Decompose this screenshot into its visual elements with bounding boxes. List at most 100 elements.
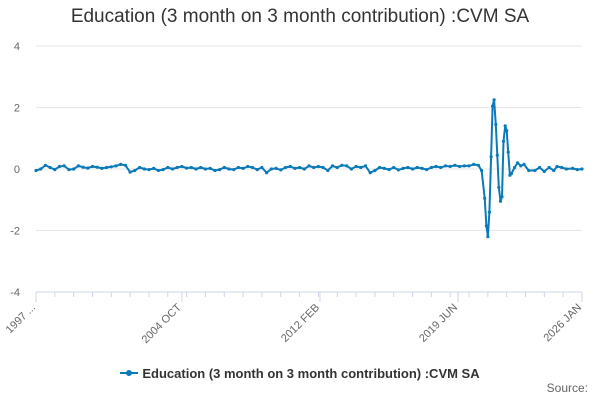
data-point — [307, 164, 311, 168]
data-point — [443, 164, 448, 168]
data-point — [330, 164, 335, 168]
data-point — [396, 168, 400, 172]
data-point — [509, 172, 513, 176]
data-point — [199, 165, 203, 170]
data-point — [105, 165, 109, 170]
data-point — [345, 164, 349, 168]
data-point — [156, 168, 160, 173]
data-point — [321, 165, 325, 170]
data-point — [527, 168, 531, 173]
data-point — [519, 164, 523, 168]
data-point — [298, 165, 302, 170]
data-point — [483, 196, 487, 200]
data-point — [90, 164, 95, 169]
data-point — [406, 165, 410, 170]
data-point — [552, 168, 556, 173]
data-point — [522, 162, 526, 166]
x-tick-label: 2019 JUN — [417, 302, 460, 345]
data-point — [538, 165, 542, 170]
legend[interactable]: Education (3 month on 3 month contributi… — [0, 366, 600, 381]
data-point — [208, 166, 212, 170]
data-point — [453, 163, 457, 167]
data-point — [279, 168, 283, 172]
data-point — [425, 168, 429, 172]
data-point — [467, 164, 471, 168]
data-point — [387, 168, 391, 172]
data-point — [516, 161, 520, 165]
series-line — [35, 98, 583, 238]
data-point — [484, 224, 488, 228]
data-point — [72, 167, 76, 171]
y-tick-label: -4 — [10, 287, 20, 299]
data-point — [462, 164, 466, 168]
data-point — [489, 155, 493, 159]
data-point — [505, 129, 509, 133]
data-point — [494, 122, 498, 126]
data-point — [392, 165, 396, 170]
data-point — [119, 162, 123, 166]
data-point — [218, 168, 222, 172]
data-point — [236, 165, 240, 170]
data-point — [133, 168, 137, 173]
data-point — [312, 165, 316, 170]
x-tick-label: 2012 FEB — [279, 302, 322, 345]
y-tick-label: -2 — [10, 226, 20, 238]
data-point — [109, 165, 113, 169]
data-point — [560, 165, 564, 170]
data-point — [373, 168, 377, 173]
data-point — [368, 171, 372, 175]
data-point — [555, 164, 559, 169]
data-point — [349, 167, 353, 171]
data-point — [43, 163, 48, 167]
data-point — [152, 166, 156, 170]
data-point — [170, 167, 175, 171]
data-point — [189, 165, 193, 170]
data-point — [513, 165, 517, 170]
source-label: Source: — [546, 381, 588, 395]
data-point — [480, 168, 484, 173]
data-point — [382, 166, 386, 170]
data-point — [340, 163, 344, 167]
data-point — [472, 162, 476, 166]
data-point — [57, 164, 62, 169]
data-point — [81, 165, 85, 169]
data-point — [492, 98, 496, 102]
data-point — [53, 168, 57, 172]
data-point — [269, 167, 273, 171]
data-point — [232, 168, 236, 172]
data-point — [100, 166, 104, 170]
data-point — [580, 167, 584, 171]
data-point — [255, 168, 259, 172]
data-point — [123, 163, 127, 167]
data-point — [458, 164, 462, 169]
data-point — [302, 167, 306, 171]
data-point — [476, 163, 480, 167]
data-point — [448, 164, 452, 169]
data-point — [495, 153, 499, 157]
y-tick-label: 2 — [14, 103, 20, 115]
data-point — [128, 170, 132, 174]
data-point — [316, 164, 320, 169]
data-point — [378, 165, 382, 170]
data-point — [67, 168, 71, 172]
data-point — [491, 104, 495, 108]
data-point — [564, 167, 569, 171]
data-point — [260, 165, 264, 170]
data-point — [95, 165, 99, 169]
x-tick-label: 2026 JAN — [541, 302, 584, 345]
data-point — [354, 164, 358, 169]
data-point — [486, 235, 490, 239]
data-point — [194, 167, 198, 171]
data-point — [213, 168, 217, 173]
data-point — [246, 164, 250, 169]
chart-title: Education (3 month on 3 month contributi… — [70, 6, 530, 27]
data-point — [203, 167, 207, 171]
y-tick-label: 4 — [14, 41, 20, 53]
data-point — [39, 167, 43, 171]
data-point — [401, 166, 405, 170]
data-point — [86, 166, 90, 170]
data-point — [575, 168, 579, 172]
data-point — [501, 139, 506, 143]
data-point — [434, 164, 438, 169]
